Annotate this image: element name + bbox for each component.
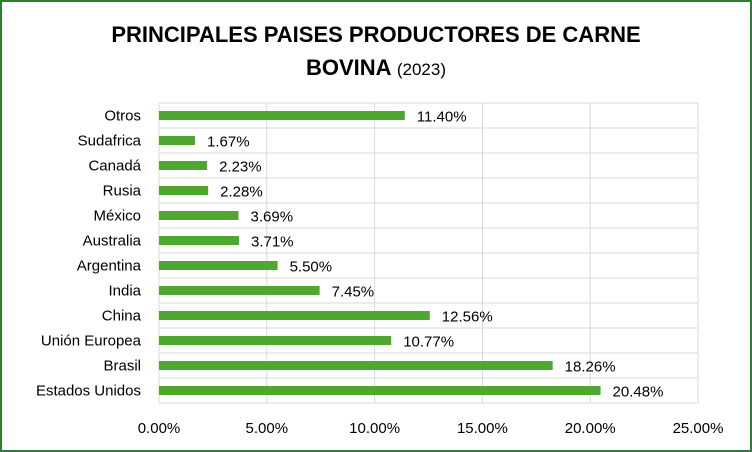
category-label: India (108, 283, 141, 300)
category-label: Canadá (88, 158, 141, 175)
data-label: 11.40% (417, 109, 467, 126)
data-label: 3.69% (251, 209, 294, 226)
bar (159, 286, 320, 295)
data-label: 7.45% (332, 284, 375, 301)
chart-title-line2: BOVINA (305, 55, 391, 80)
chart-title-line1: PRINCIPALES PAISES PRODUCTORES DE CARNE (111, 22, 641, 47)
x-tick-label: 10.00% (349, 420, 400, 437)
bar (159, 161, 208, 170)
category-label: China (102, 308, 142, 325)
data-label: 18.26% (565, 359, 616, 376)
category-label: Sudafrica (78, 133, 142, 150)
category-label: México (93, 208, 141, 225)
category-label: Rusia (103, 183, 142, 200)
x-tick-label: 20.00% (565, 420, 616, 437)
category-label: Australia (83, 233, 142, 250)
data-label: 20.48% (613, 384, 664, 401)
bar (159, 386, 601, 395)
x-tick-label: 15.00% (457, 420, 508, 437)
data-label: 2.23% (219, 159, 262, 176)
category-label: Unión Europea (41, 333, 142, 350)
bar (159, 336, 392, 345)
category-label: Otros (104, 108, 141, 125)
data-label: 12.56% (442, 309, 493, 326)
category-label: Estados Unidos (36, 383, 141, 400)
chart-title: PRINCIPALES PAISES PRODUCTORES DE CARNE … (2, 18, 750, 86)
bar (159, 136, 196, 145)
data-label: 1.67% (207, 134, 250, 151)
data-label: 2.28% (220, 184, 263, 201)
data-label: 10.77% (403, 334, 454, 351)
bar (159, 261, 278, 270)
x-tick-label: 5.00% (246, 420, 289, 437)
data-label: 3.71% (251, 234, 294, 251)
bar (159, 111, 405, 120)
x-tick-label: 0.00% (138, 420, 181, 437)
x-tick-label: 25.00% (673, 420, 724, 437)
category-label: Brasil (103, 358, 141, 375)
data-label: 5.50% (290, 259, 333, 276)
chart-subtitle: (2023) (396, 60, 446, 79)
bar (159, 311, 430, 320)
bar (159, 186, 209, 195)
bar (159, 211, 239, 220)
bar (159, 361, 553, 370)
category-label: Argentina (77, 258, 142, 275)
bar (159, 236, 239, 245)
